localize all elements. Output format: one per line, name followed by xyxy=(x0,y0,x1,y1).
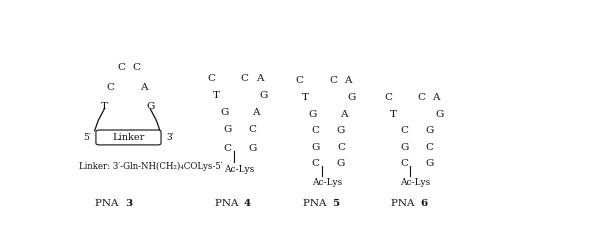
Text: G: G xyxy=(337,126,345,135)
Text: 3: 3 xyxy=(125,199,132,208)
Text: 4: 4 xyxy=(244,199,251,208)
Text: G: G xyxy=(248,144,257,153)
Text: C: C xyxy=(248,124,257,134)
Text: 3′: 3′ xyxy=(167,133,174,142)
Text: T: T xyxy=(390,110,397,119)
Text: PNA: PNA xyxy=(215,199,241,208)
Text: A: A xyxy=(433,93,440,102)
Text: C: C xyxy=(312,126,320,135)
Text: G: G xyxy=(425,126,434,135)
Text: C: C xyxy=(400,159,408,168)
Text: C: C xyxy=(132,63,140,72)
Text: G: G xyxy=(337,159,345,168)
Text: G: G xyxy=(223,124,232,134)
Text: PNA: PNA xyxy=(95,199,122,208)
Text: C: C xyxy=(107,83,115,92)
Text: C: C xyxy=(418,93,425,102)
Text: C: C xyxy=(312,159,320,168)
Text: C: C xyxy=(207,74,215,83)
Text: Ac-Lys: Ac-Lys xyxy=(400,178,431,187)
FancyBboxPatch shape xyxy=(96,130,161,145)
Text: C: C xyxy=(117,63,125,72)
Text: A: A xyxy=(344,76,352,85)
Text: C: C xyxy=(337,143,345,152)
Text: G: G xyxy=(400,143,409,152)
Text: 5: 5 xyxy=(332,199,339,208)
Text: PNA: PNA xyxy=(303,199,330,208)
Text: G: G xyxy=(259,91,268,100)
Text: A: A xyxy=(256,74,263,83)
Text: C: C xyxy=(400,126,408,135)
Text: C: C xyxy=(224,144,232,153)
Text: 6: 6 xyxy=(421,199,428,208)
Text: T: T xyxy=(101,102,108,111)
Text: A: A xyxy=(340,110,348,119)
Text: G: G xyxy=(425,159,434,168)
Text: Ac-Lys: Ac-Lys xyxy=(224,165,254,174)
Text: G: G xyxy=(220,108,229,117)
Text: C: C xyxy=(384,93,392,102)
Text: A: A xyxy=(140,83,148,92)
Text: C: C xyxy=(425,143,433,152)
Text: C: C xyxy=(241,74,249,83)
Text: G: G xyxy=(347,93,356,102)
Text: G: G xyxy=(146,102,155,111)
Text: T: T xyxy=(302,93,308,102)
Text: A: A xyxy=(252,108,260,117)
Text: G: G xyxy=(311,143,320,152)
Text: Ac-Lys: Ac-Lys xyxy=(312,178,342,187)
Text: G: G xyxy=(436,110,444,119)
Text: 5′: 5′ xyxy=(83,133,91,142)
Text: Linker: 3′-Gln-NH(CH₂)₄COLys-5′: Linker: 3′-Gln-NH(CH₂)₄COLys-5′ xyxy=(79,162,223,171)
Text: C: C xyxy=(296,76,304,85)
Text: C: C xyxy=(329,76,337,85)
Text: Linker: Linker xyxy=(112,133,145,142)
Text: G: G xyxy=(308,110,317,119)
Text: T: T xyxy=(214,91,220,100)
Text: PNA: PNA xyxy=(391,199,418,208)
